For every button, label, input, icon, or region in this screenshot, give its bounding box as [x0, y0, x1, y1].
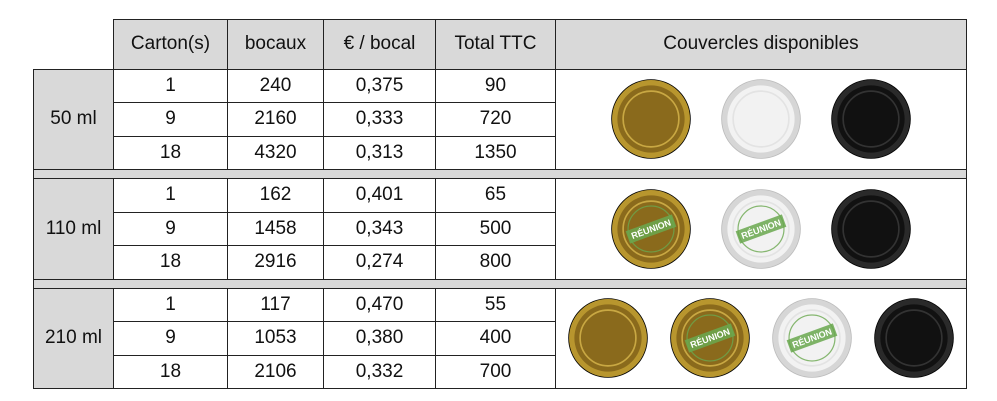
- table-row: 110 ml 1 162 0,401 65 RÉUNION RÉUNION: [33, 178, 967, 280]
- header-bocaux: bocaux: [227, 19, 324, 70]
- gold-lid-icon: [568, 298, 648, 379]
- white-reunion-lid-icon: RÉUNION: [772, 298, 852, 379]
- cartons-cell: 1: [113, 178, 228, 213]
- lid-row: [556, 78, 966, 160]
- table-row: 18 2916 0,274 800: [34, 245, 967, 280]
- group-separator: [33, 278, 967, 289]
- lids-cell: RÉUNION RÉUNION: [555, 287, 967, 390]
- cartons-cell: 9: [113, 102, 228, 137]
- cartons-cell: 1: [113, 287, 228, 323]
- unit-price-cell: 0,343: [323, 211, 436, 247]
- volume-label: 110 ml: [33, 178, 114, 280]
- lids-cell: RÉUNION RÉUNION: [555, 178, 967, 280]
- group-separator: [33, 169, 967, 180]
- cartons-cell: 18: [113, 135, 228, 171]
- corner-cell: [33, 19, 114, 70]
- white-reunion-lid-icon: RÉUNION: [721, 189, 801, 269]
- cartons-cell: 18: [113, 245, 228, 280]
- total-cell: 65: [435, 178, 556, 213]
- jars-cell: 1458: [227, 211, 324, 247]
- lids-cell: [555, 68, 967, 171]
- unit-price-cell: 0,470: [323, 287, 436, 323]
- jars-cell: 162: [227, 178, 324, 213]
- unit-price-cell: 0,274: [323, 245, 436, 280]
- header-total-ttc: Total TTC: [435, 19, 556, 70]
- total-cell: 500: [435, 211, 556, 247]
- total-cell: 720: [435, 102, 556, 137]
- table-row: 9 1458 0,343 500: [34, 211, 967, 247]
- total-cell: 1350: [435, 135, 556, 171]
- jars-cell: 4320: [227, 135, 324, 171]
- volume-label: 50 ml: [33, 68, 114, 171]
- price-table: Carton(s) bocaux € / bocal Total TTC Cou…: [33, 19, 967, 390]
- unit-price-cell: 0,401: [323, 178, 436, 213]
- unit-price-cell: 0,313: [323, 135, 436, 171]
- table-row: 18 2106 0,332 700: [34, 354, 967, 390]
- table-row: 18 4320 0,313 1350: [34, 135, 967, 171]
- table-row: 50 ml 1 240 0,375 90: [33, 68, 967, 171]
- cartons-cell: 9: [113, 211, 228, 247]
- total-cell: 700: [435, 354, 556, 390]
- header-lids: Couvercles disponibles: [555, 19, 967, 70]
- cartons-cell: 1: [113, 68, 228, 104]
- white-lid-icon: [721, 79, 801, 160]
- jars-cell: 1053: [227, 321, 324, 356]
- cartons-cell: 18: [113, 354, 228, 390]
- total-cell: 90: [435, 68, 556, 104]
- table-row: 210 ml 1 117 0,470 55 RÉUNION RÉUNION: [33, 287, 967, 390]
- black-lid-icon: [874, 298, 954, 379]
- jars-cell: 2916: [227, 245, 324, 280]
- lid-row: RÉUNION RÉUNION: [556, 297, 966, 379]
- jars-cell: 117: [227, 287, 324, 323]
- unit-price-cell: 0,380: [323, 321, 436, 356]
- gold-reunion-lid-icon: RÉUNION: [611, 189, 691, 269]
- volume-label: 210 ml: [33, 287, 114, 390]
- total-cell: 55: [435, 287, 556, 323]
- lid-row: RÉUNION RÉUNION: [556, 188, 966, 270]
- header-cartons: Carton(s): [113, 19, 228, 70]
- black-lid-icon: [831, 189, 911, 269]
- unit-price-cell: 0,375: [323, 68, 436, 104]
- total-cell: 800: [435, 245, 556, 280]
- jars-cell: 2106: [227, 354, 324, 390]
- gold-reunion-lid-icon: RÉUNION: [670, 298, 750, 379]
- black-lid-icon: [831, 79, 911, 160]
- unit-price-cell: 0,332: [323, 354, 436, 390]
- gold-lid-icon: [611, 79, 691, 160]
- header-price-per-jar: € / bocal: [323, 19, 436, 70]
- jars-cell: 240: [227, 68, 324, 104]
- unit-price-cell: 0,333: [323, 102, 436, 137]
- cartons-cell: 9: [113, 321, 228, 356]
- total-cell: 400: [435, 321, 556, 356]
- jars-cell: 2160: [227, 102, 324, 137]
